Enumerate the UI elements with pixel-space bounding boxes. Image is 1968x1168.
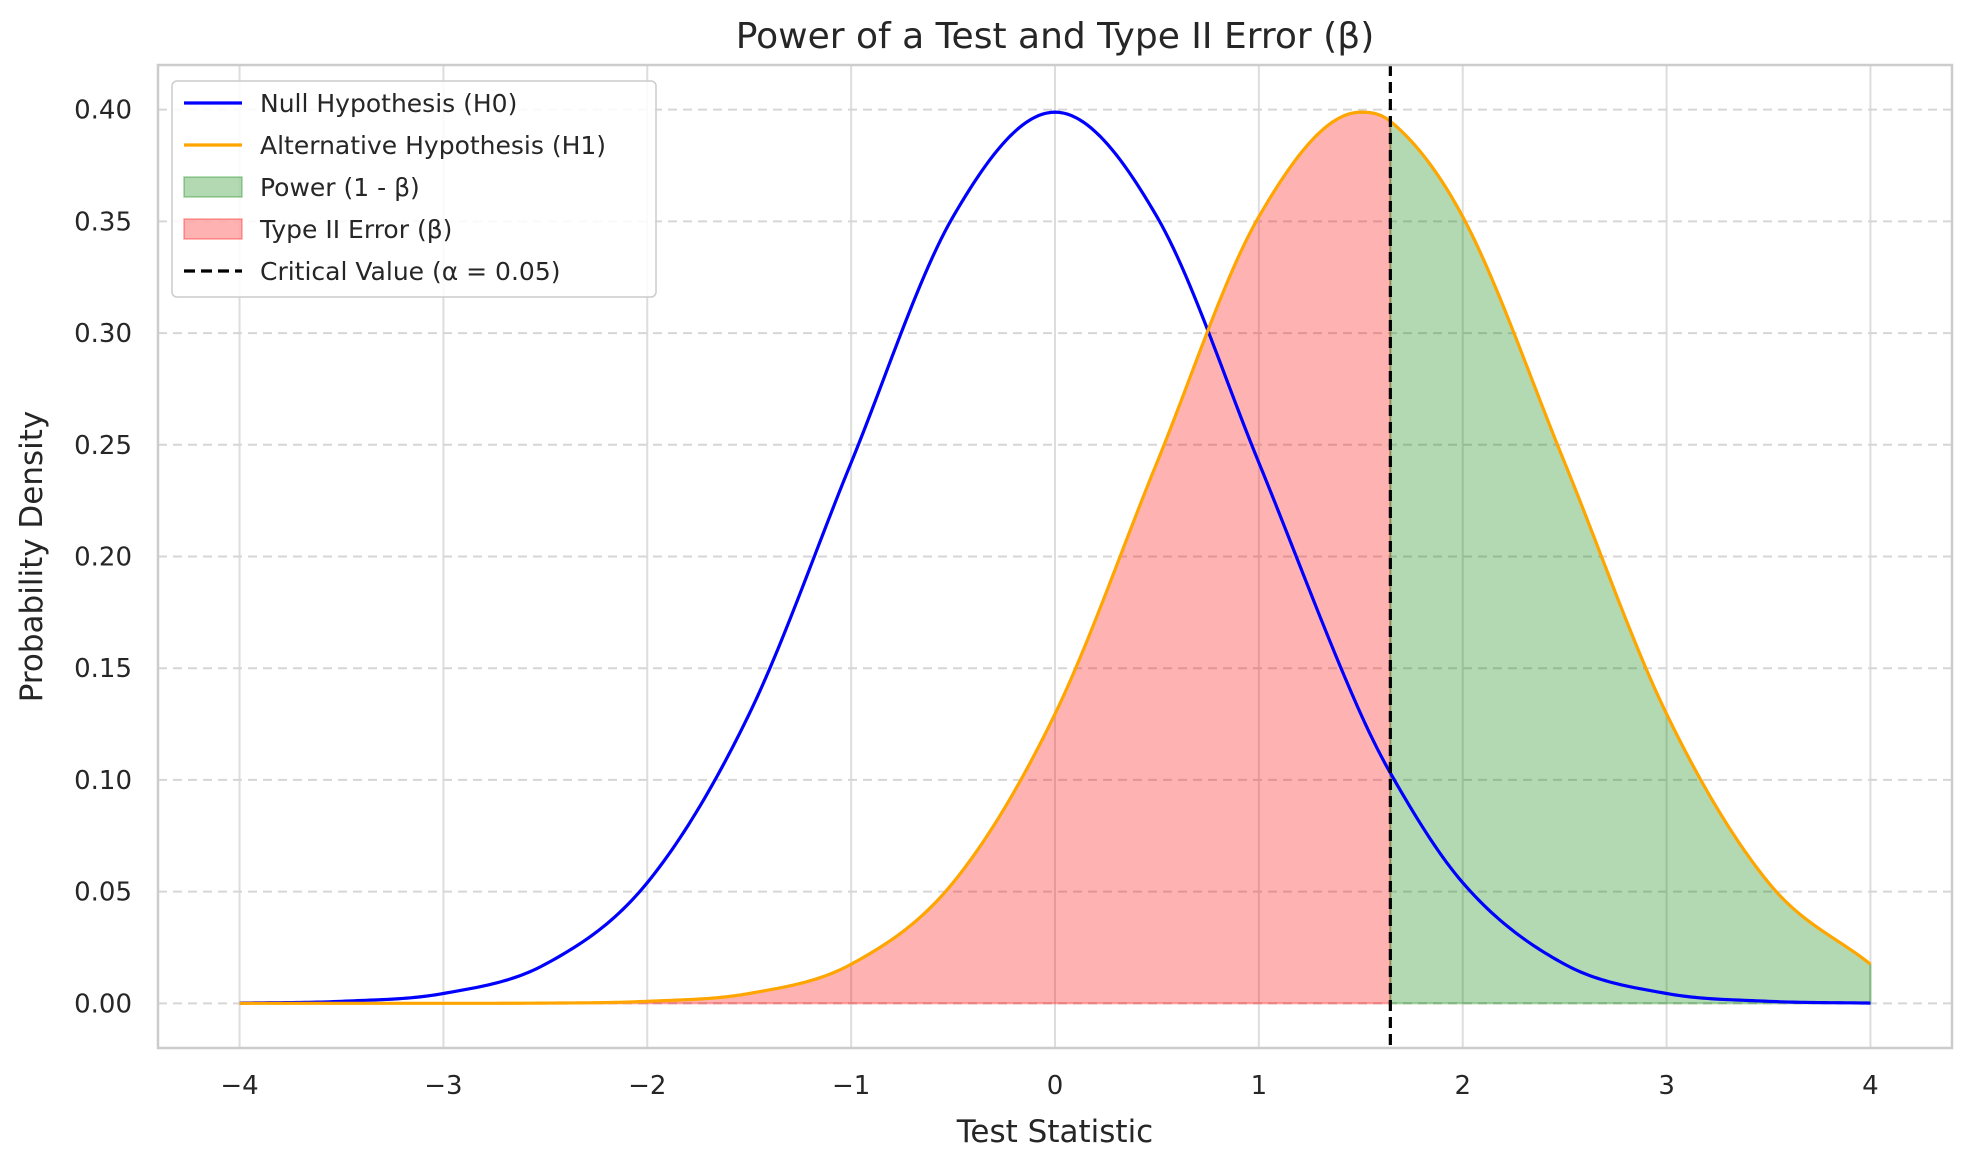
- y-tick-label: 0.15: [74, 654, 132, 684]
- y-tick-label: 0.00: [74, 989, 132, 1019]
- plot-frame: [156, 63, 1954, 1050]
- y-tick-labels: 0.00 0.05 0.10 0.15 0.20 0.25 0.30 0.35 0.40: [74, 96, 132, 1020]
- series-line-alternative-hypothesis: [239, 110, 1872, 1005]
- y-tick-label: 0.10: [74, 766, 132, 796]
- y-tick-label: 0.05: [74, 878, 132, 908]
- x-tick-label: −4: [220, 1071, 258, 1101]
- x-tick-label: −1: [832, 1071, 870, 1101]
- legend-label: Null Hypothesis (H0): [260, 89, 517, 118]
- x-tick-label: 3: [1658, 1071, 1675, 1101]
- x-tick-label: 1: [1251, 1071, 1268, 1101]
- legend-patch-swatch: [183, 218, 243, 240]
- series-lines: [239, 110, 1872, 1005]
- x-tick-label: −2: [628, 1071, 666, 1101]
- series-line-null-hypothesis: [239, 110, 1871, 1005]
- legend: Null Hypothesis (H0) Alternative Hypothes…: [171, 80, 657, 298]
- x-tick-label: −3: [424, 1071, 462, 1101]
- x-tick-label: 4: [1862, 1071, 1879, 1101]
- legend-box: [171, 80, 657, 298]
- legend-label: Critical Value (α = 0.05): [260, 257, 560, 286]
- x-tick-labels: −4 −3 −2 −1 0 1 2 3 4: [220, 1071, 1878, 1101]
- y-tick-label: 0.40: [74, 96, 132, 126]
- legend-patch-swatch: [183, 176, 243, 198]
- legend-label: Alternative Hypothesis (H1): [260, 131, 606, 160]
- x-tick-label: 2: [1454, 1071, 1471, 1101]
- x-tick-label: 0: [1047, 1071, 1064, 1101]
- y-axis-title: Probability Density: [14, 411, 50, 703]
- chart-title: Power of a Test and Type II Error (β): [736, 16, 1375, 57]
- legend-label: Type II Error (β): [259, 215, 452, 244]
- x-axis-title: Test Statistic: [956, 1114, 1153, 1150]
- legend-label: Power (1 - β): [260, 173, 420, 202]
- y-tick-label: 0.30: [74, 319, 132, 349]
- y-tick-label: 0.25: [74, 431, 132, 461]
- y-tick-label: 0.20: [74, 543, 132, 573]
- y-tick-label: 0.35: [74, 207, 132, 237]
